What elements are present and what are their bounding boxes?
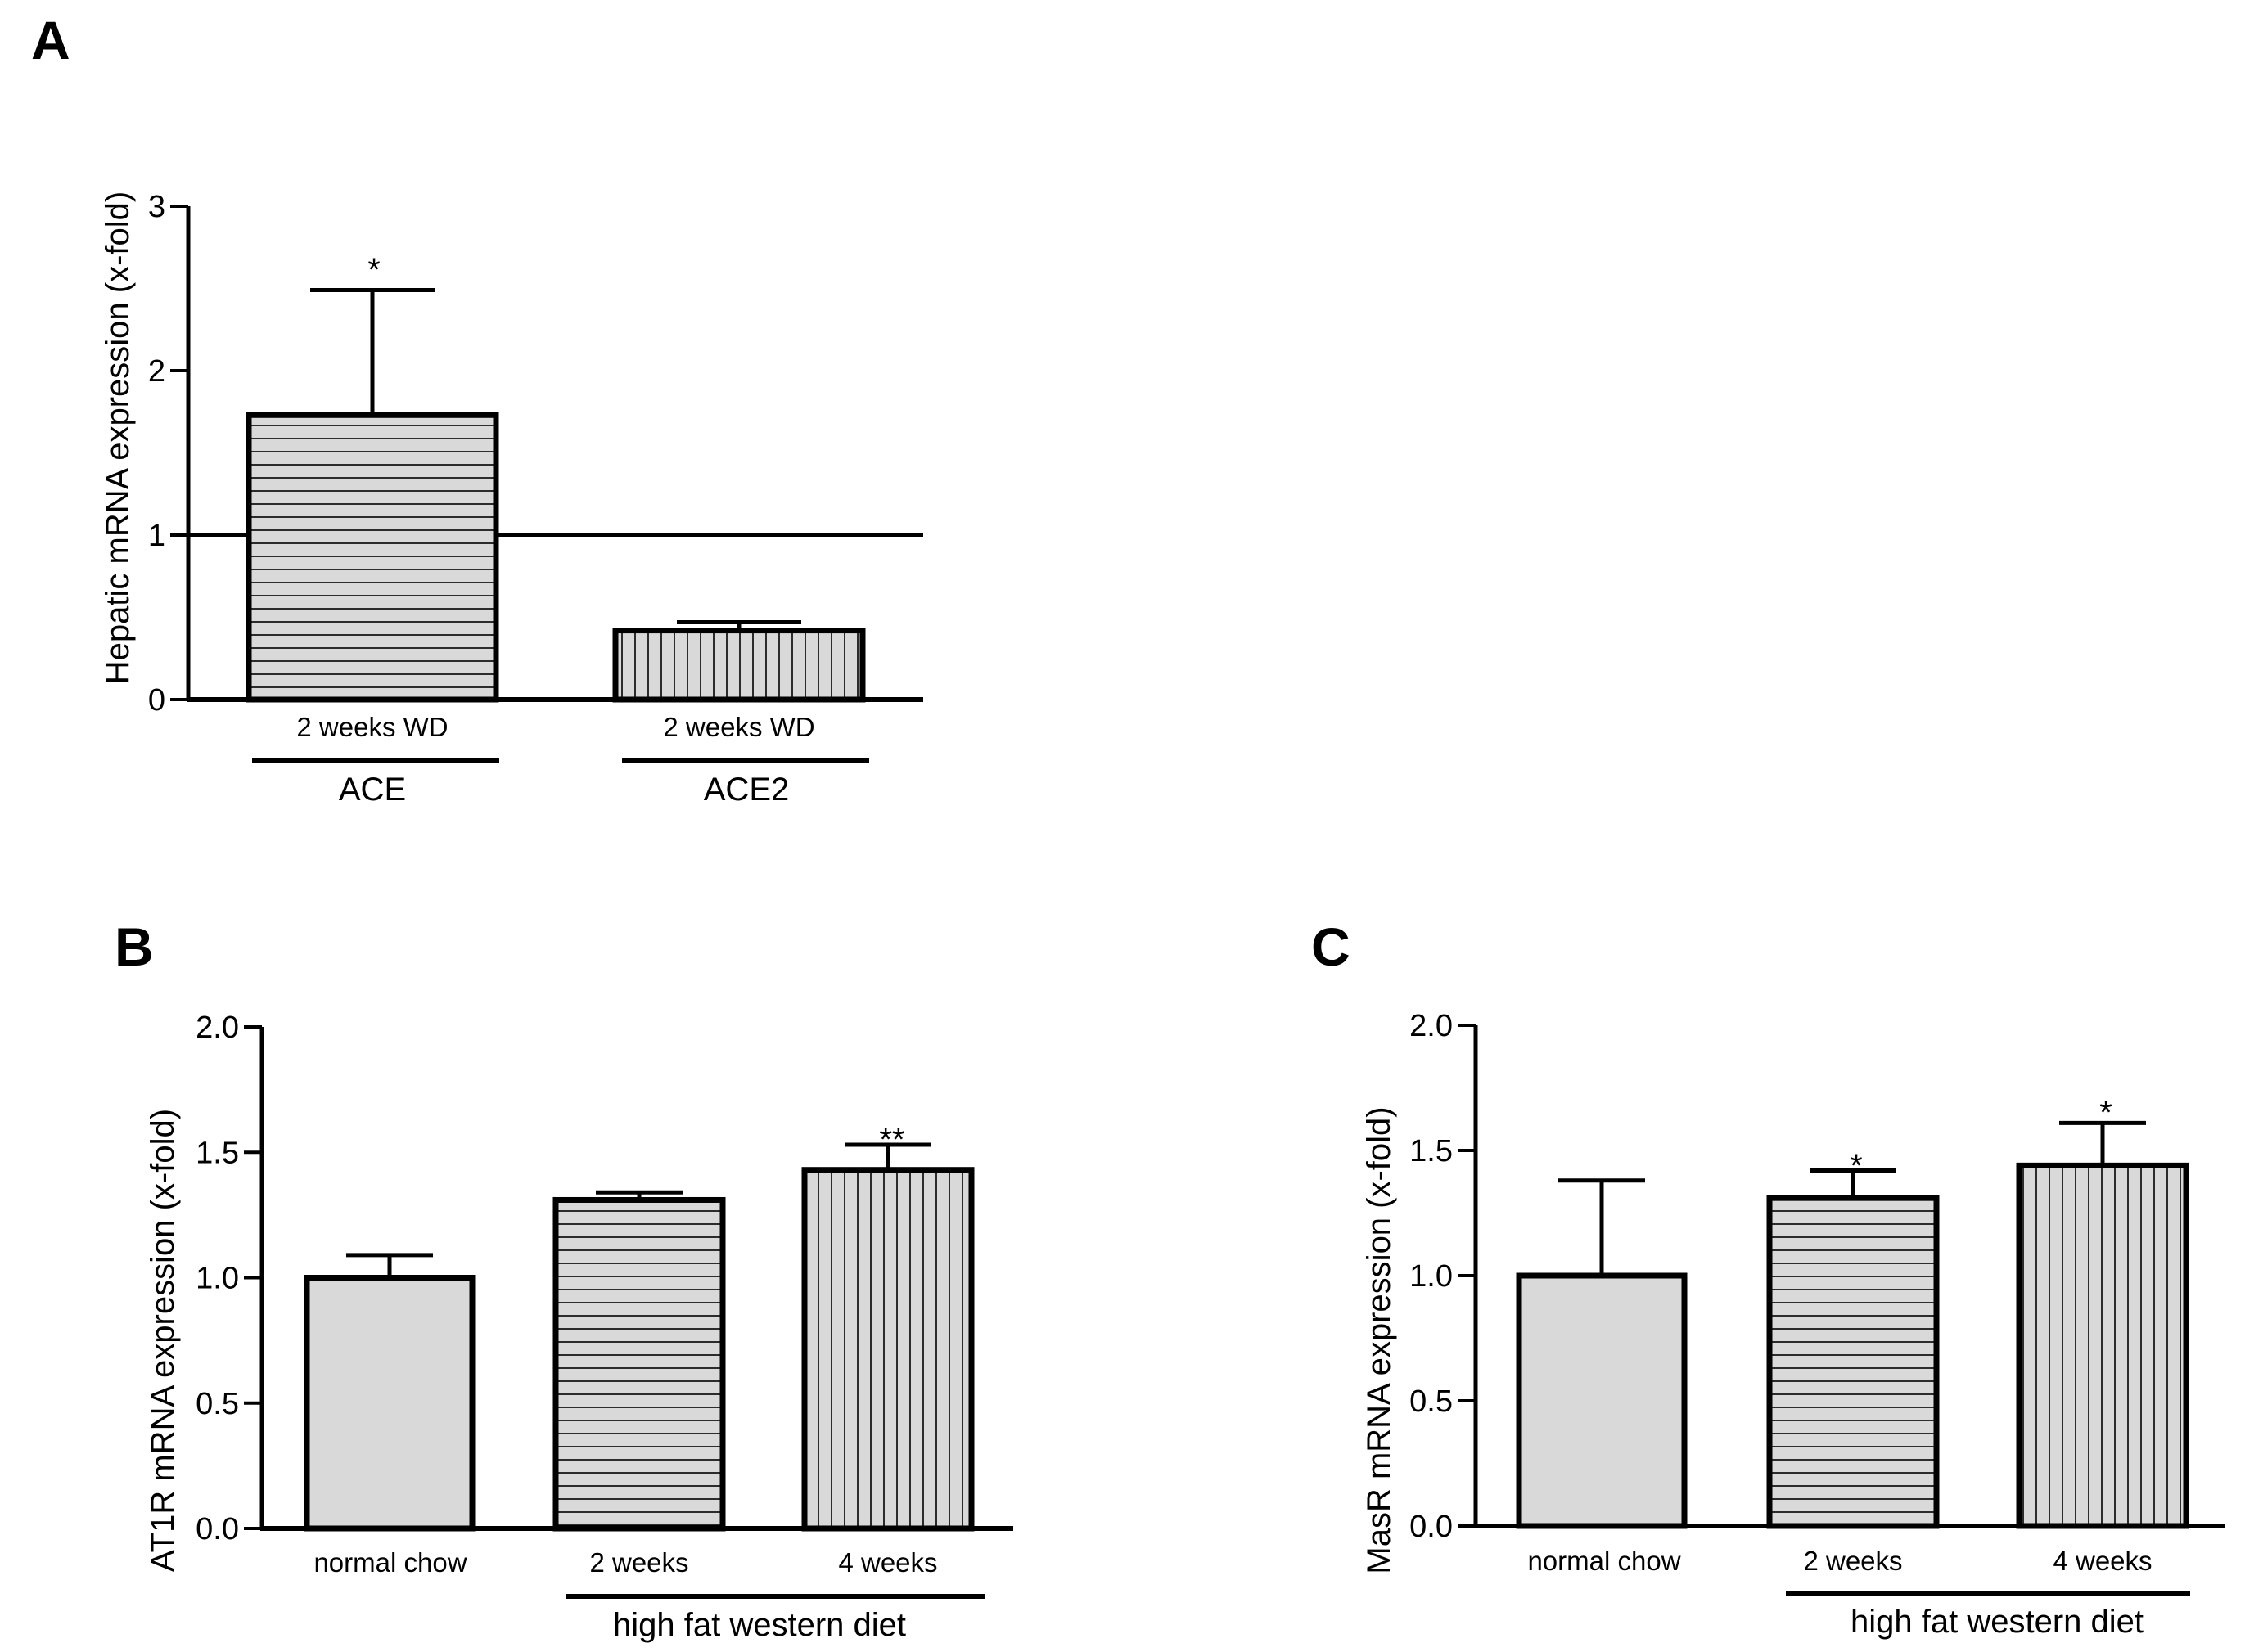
significance-c-2: *	[1850, 1148, 1863, 1184]
y-tick-label-a-1: 1	[148, 519, 165, 553]
bar-a-1	[246, 412, 499, 703]
y-tick-label-c-0: 0.0	[1409, 1510, 1453, 1544]
bar-c-1	[1516, 1272, 1688, 1529]
panel-label-b: B	[115, 916, 154, 977]
panel-c: C MasR mRNA expression (x-fold) 0.0 0.5 1.…	[1311, 916, 2225, 1640]
group-label-ace: ACE	[339, 772, 406, 808]
panel-label-a: A	[31, 10, 70, 70]
category-label-a-2: 2 weeks WD	[663, 712, 814, 742]
category-label-b-3: 4 weeks	[838, 1547, 937, 1578]
category-label-a-1: 2 weeks WD	[296, 712, 448, 742]
panel-label-c: C	[1311, 916, 1350, 977]
bar-b-3	[801, 1167, 975, 1532]
category-label-b-1: normal chow	[313, 1547, 467, 1578]
bar-c-2	[1766, 1195, 1940, 1529]
significance-a-1: *	[367, 252, 381, 288]
group-label-c: high fat western diet	[1851, 1604, 2144, 1640]
y-tick-label-b-1: 0.5	[196, 1387, 239, 1421]
y-axis-label-b: AT1R mRNA expression (x-fold)	[145, 1109, 181, 1572]
category-label-c-2: 2 weeks	[1803, 1546, 1902, 1576]
y-tick-label-c-3: 1.5	[1409, 1134, 1453, 1168]
y-axis-label-c: MasR mRNA expression (x-fold)	[1361, 1106, 1397, 1573]
category-label-c-3: 4 weeks	[2053, 1546, 2152, 1576]
category-label-b-2: 2 weeks	[589, 1547, 688, 1578]
y-tick-label-b-2: 1.0	[196, 1262, 239, 1296]
group-label-b: high fat western diet	[613, 1607, 906, 1643]
y-tick-label-b-0: 0.0	[196, 1512, 239, 1546]
significance-b-3: **	[879, 1122, 904, 1158]
significance-c-3: *	[2099, 1095, 2112, 1131]
y-tick-label-b-3: 1.5	[196, 1136, 239, 1170]
y-tick-label-c-1: 0.5	[1409, 1384, 1453, 1419]
bars-b	[304, 1142, 975, 1532]
category-label-c-1: normal chow	[1527, 1546, 1680, 1576]
panel-b: B AT1R mRNA expression (x-fold) 0.0 0.5 1.…	[115, 916, 1013, 1643]
bar-b-1	[304, 1275, 476, 1532]
y-tick-label-a-2: 2	[148, 354, 165, 389]
y-tick-label-c-4: 2.0	[1409, 1009, 1453, 1043]
y-tick-label-c-2: 1.0	[1409, 1259, 1453, 1294]
y-tick-label-a-0: 0	[148, 683, 165, 718]
bar-c-3	[2016, 1162, 2189, 1529]
bar-a-2	[612, 628, 866, 703]
group-label-ace2: ACE2	[704, 772, 790, 808]
panel-a: A Hepatic mRNA expression (x-fold) 0123 …	[31, 10, 923, 808]
y-axis-label-a: Hepatic mRNA expression (x-fold)	[100, 191, 136, 684]
y-tick-label-b-4: 2.0	[196, 1011, 239, 1045]
bars-c	[1516, 1120, 2189, 1529]
y-tick-label-a-3: 3	[148, 190, 165, 224]
bar-b-2	[552, 1196, 726, 1532]
bars-a	[246, 288, 866, 703]
